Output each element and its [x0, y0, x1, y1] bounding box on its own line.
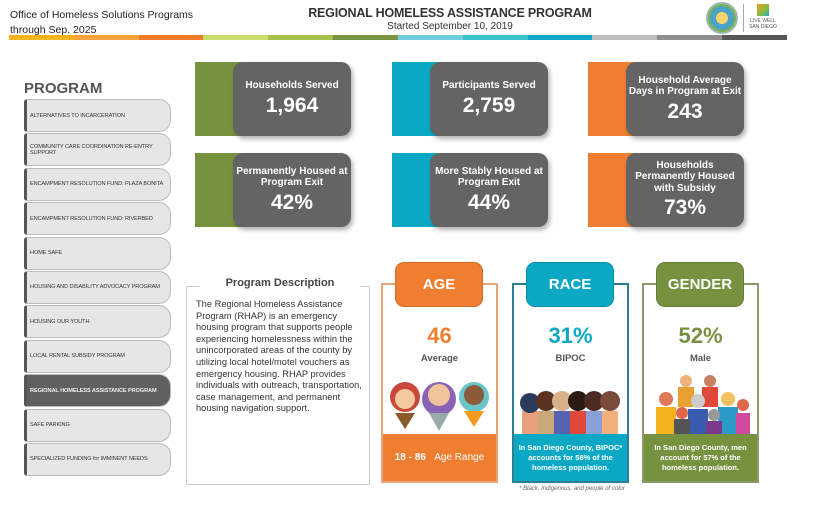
color-bar-segment	[527, 35, 593, 40]
page-subtitle: Started September 10, 2019	[387, 21, 513, 32]
age-value: 46	[427, 323, 452, 348]
color-bar	[9, 35, 787, 40]
kpi-value: 73%	[663, 196, 707, 220]
kpi-label: More Stably Housed at Program Exit	[435, 165, 543, 189]
color-bar-segment	[722, 35, 787, 40]
kpi-label: Households Permanently Housed with Subsi…	[635, 159, 735, 194]
org-line1: Office of Homeless Solutions Programs	[10, 9, 194, 21]
kpi-card: Households Served 1,964	[195, 62, 351, 136]
program-button[interactable]: COMMUNITY CARE COORDINATION RE-ENTRY SUP…	[24, 133, 171, 167]
program-button[interactable]: REGIONAL HOMELESS ASSISTANCE PROGRAM	[24, 374, 171, 408]
kpi-body: Participants Served 2,759	[430, 62, 548, 136]
program-button[interactable]: SPECIALIZED FUNDING for IMMINENT NEEDS	[24, 442, 171, 476]
org-label: Office of Homeless Solutions Programs thr…	[10, 8, 193, 38]
kpi-body: Households Permanently Housed with Subsi…	[626, 153, 744, 227]
age-faces-illustration	[390, 382, 489, 431]
program-button[interactable]: ENCAMPMENT RESOLUTION FUND: PLAZA BONITA	[24, 167, 171, 201]
age-card: AGE 46 Average 18 - 86 Age Range	[381, 262, 498, 483]
program-button[interactable]: HOUSING OUR YOUTH	[24, 305, 171, 339]
color-bar-segment	[333, 35, 398, 40]
kpi-label: Permanently Housed at Program Exit	[236, 165, 348, 189]
color-bar-segment	[268, 35, 334, 40]
color-bar-segment	[9, 35, 74, 40]
kpi-value: 42%	[270, 190, 314, 214]
kpi-body: Permanently Housed at Program Exit 42%	[233, 153, 351, 227]
color-bar-segment	[592, 35, 658, 40]
age-range-label: Age Range	[434, 451, 485, 463]
program-button[interactable]: ENCAMPMENT RESOLUTION FUND: RIVERBED	[24, 202, 171, 236]
gender-card: GENDER 52% Male In San Diego County, men…	[642, 262, 759, 483]
kpi-label: Household Average Days in Program at Exi…	[628, 74, 742, 98]
race-title: RACE	[526, 262, 614, 307]
race-note: In San Diego County, BIPOC* accounts for…	[514, 434, 627, 481]
program-button[interactable]: HOME SAFE	[24, 236, 171, 270]
gender-note: In San Diego County, men account for 57%…	[644, 434, 757, 481]
live-well-text: LIVE WELL SAN DIEGO	[749, 18, 777, 30]
race-footnote: * Black, Indigenous, and people of color	[519, 486, 625, 492]
age-title: AGE	[395, 262, 483, 307]
kpi-value: 2,759	[462, 93, 516, 117]
color-bar-segment	[462, 35, 528, 40]
color-bar-segment	[73, 35, 139, 40]
description-text: The Regional Homeless Assistance Program…	[196, 299, 362, 414]
kpi-body: More Stably Housed at Program Exit 44%	[430, 153, 548, 227]
sidebar-title: PROGRAM	[24, 80, 103, 97]
color-bar-segment	[657, 35, 723, 40]
program-button[interactable]: LOCAL RENTAL SUBSIDY PROGRAM	[24, 339, 171, 373]
org-line2: through Sep. 2025	[10, 24, 97, 36]
color-bar-segment	[138, 35, 204, 40]
kpi-card: Household Average Days in Program at Exi…	[588, 62, 744, 136]
color-bar-segment	[203, 35, 269, 40]
race-value: 31%	[548, 323, 593, 348]
kpi-body: Households Served 1,964	[233, 62, 351, 136]
description-title: Program Description	[200, 277, 360, 289]
gender-label: Male	[689, 353, 712, 364]
race-card: RACE 31% BIPOC In San Diego County, BIPO…	[512, 262, 629, 483]
kpi-value: 243	[667, 99, 703, 123]
program-list: ALTERNATIVES TO INCARCERATION COMMUNITY C…	[24, 99, 171, 477]
program-button[interactable]: HOUSING AND DISABILITY ADVOCACY PROGRAM	[24, 270, 171, 304]
page-title: REGIONAL HOMELESS ASSISTANCE PROGRAM	[308, 6, 592, 20]
kpi-body: Household Average Days in Program at Exi…	[626, 62, 744, 136]
gender-crowd-illustration	[656, 375, 750, 435]
kpi-card: Permanently Housed at Program Exit 42%	[195, 153, 351, 227]
live-well-logo: LIVE WELL SAN DIEGO	[748, 4, 778, 30]
logo-divider	[743, 4, 744, 32]
kpi-value: 44%	[467, 190, 511, 214]
county-seal-logo	[706, 2, 738, 34]
program-button[interactable]: SAFE PARKING	[24, 408, 171, 442]
kpi-card: Participants Served 2,759	[392, 62, 548, 136]
kpi-card: More Stably Housed at Program Exit 44%	[392, 153, 548, 227]
kpi-card: Households Permanently Housed with Subsi…	[588, 153, 744, 227]
age-range: 18 - 86	[394, 451, 426, 463]
race-people-illustration	[520, 391, 620, 435]
kpi-value: 1,964	[265, 93, 319, 117]
race-label: BIPOC	[555, 353, 586, 364]
gender-title: GENDER	[656, 262, 744, 307]
color-bar-segment	[397, 35, 463, 40]
kpi-label: Participants Served	[442, 80, 536, 92]
age-label: Average	[420, 353, 459, 364]
kpi-label: Households Served	[245, 80, 339, 92]
program-button[interactable]: ALTERNATIVES TO INCARCERATION	[24, 99, 171, 132]
gender-value: 52%	[678, 323, 723, 348]
